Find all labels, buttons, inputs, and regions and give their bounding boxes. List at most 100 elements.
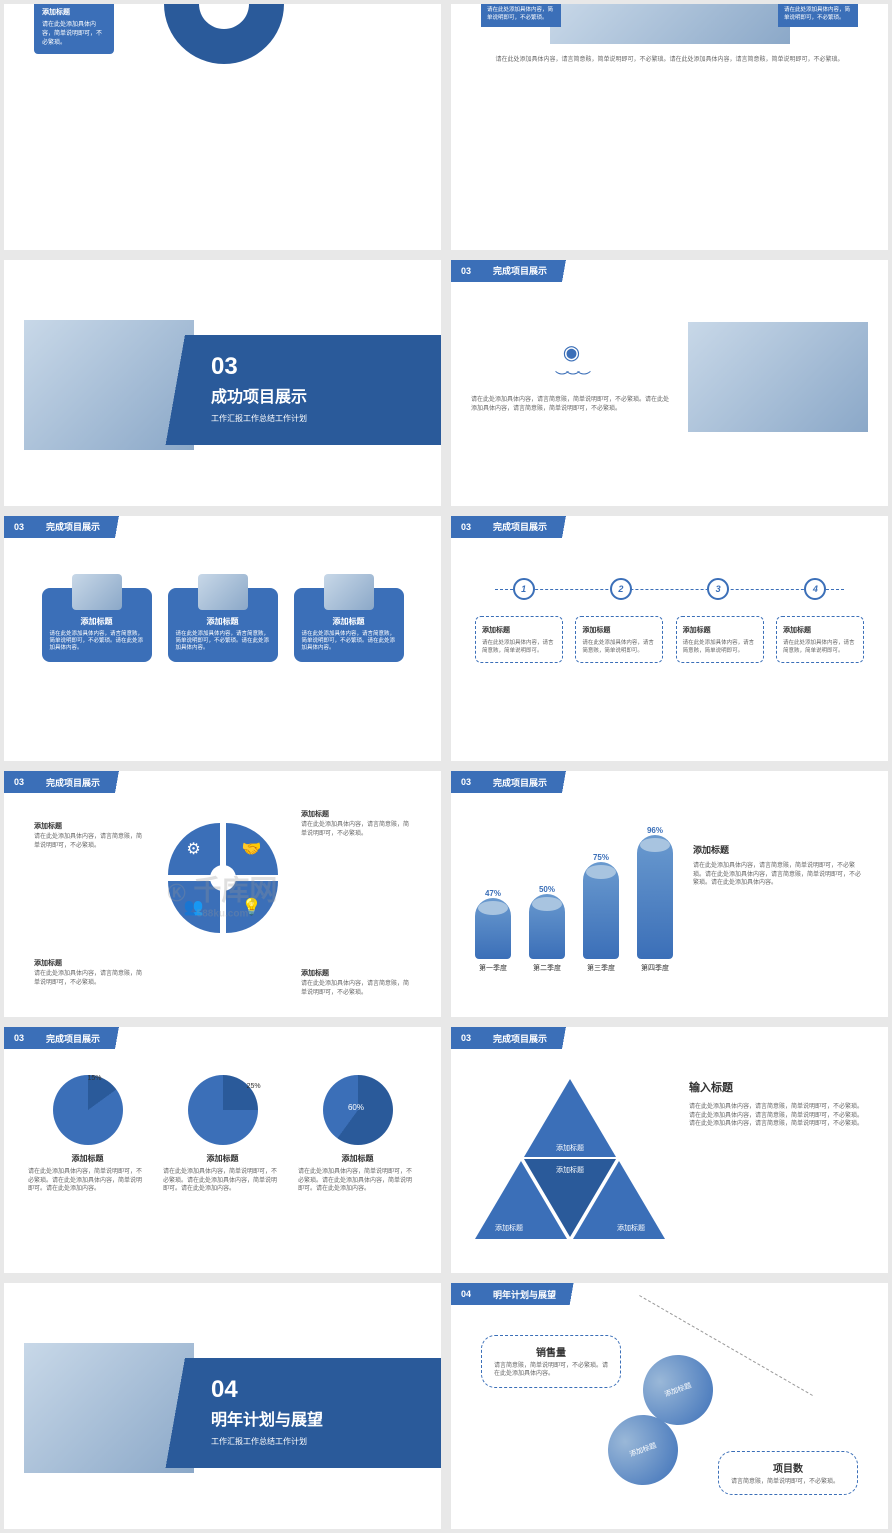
wheel-limb: 添加标题请在此处添加具体内容，请言简意赅，简单说明即可，不必繁琐。 <box>34 958 144 987</box>
step-title: 添加标题 <box>482 625 556 635</box>
pyramid-side-title: 输入标题 <box>689 1079 864 1095</box>
pie-chart <box>53 1075 123 1145</box>
limb-title: 添加标题 <box>301 968 411 978</box>
step-text: 请在此处添加具体内容，请言简意赅，简单说明即可。 <box>482 638 556 654</box>
header-num: 03 <box>4 516 34 538</box>
step-text: 请在此处添加具体内容，请言简意赅，简单说明即可。 <box>683 638 757 654</box>
slide-photo-footer: 请在此处添加具体内容，简单说明即可，不必繁琐。 请在此处添加具体内容，简单说明即… <box>451 4 888 250</box>
tri-label: 添加标题 <box>556 1143 584 1153</box>
pie-title: 添加标题 <box>163 1153 282 1164</box>
pie-col: 25% 添加标题 请在此处添加具体内容，简单说明即可，不必繁琐。请在此处添加具体… <box>163 1075 282 1193</box>
card-image <box>324 574 374 610</box>
bar-label: 96% <box>637 826 673 835</box>
bar <box>637 835 673 960</box>
wheel-segment: ⚙ <box>168 823 220 875</box>
card-text: 请在此处添加具体内容，请言简意赅，简单说明即可，不必繁琐。请在此处添加具体内容。 <box>50 631 144 652</box>
plan-box-text: 请言简意赅，简单说明即可，不必繁琐。请在此处添加具体内容。 <box>494 1362 608 1379</box>
wheel-segment: 💡 <box>226 881 278 933</box>
limb-text: 请在此处添加具体内容，请言简意赅，简单说明即可，不必繁琐。 <box>34 833 144 850</box>
bar-col: 96%第四季度 <box>637 826 673 974</box>
text-box: 添加标题 请在此处添加具体内容，简单说明即可，不必繁琐。 <box>34 4 114 54</box>
section-04-divider: 04 明年计划与展望 工作汇报工作总结工作计划 <box>4 1283 441 1529</box>
slide-header: 04明年计划与展望 <box>451 1283 888 1305</box>
card-title: 添加标题 <box>302 616 396 627</box>
header-num: 03 <box>451 771 481 793</box>
pyramid-side-text: 请在此处添加具体内容，请言简意赅，简单说明即可，不必繁琐。请在此处添加具体内容，… <box>689 1103 864 1128</box>
slide-bars: 03完成项目展示 47%第一季度 50%第二季度 75%第三季度 96%第四季度… <box>451 771 888 1017</box>
section-subtitle: 工作汇报工作总结工作计划 <box>211 413 421 424</box>
header-num: 03 <box>4 1027 34 1049</box>
step-text: 请在此处添加具体内容，请言简意赅，简单说明即可。 <box>582 638 656 654</box>
step-text: 请在此处添加具体内容，请言简意赅，简单说明即可。 <box>783 638 857 654</box>
bar <box>529 894 565 959</box>
limb-title: 添加标题 <box>34 821 144 831</box>
step-title: 添加标题 <box>582 625 656 635</box>
step-number: 3 <box>707 578 729 600</box>
step-line <box>495 589 844 590</box>
step-number: 4 <box>804 578 826 600</box>
limb-text: 请在此处添加具体内容，请言简意赅，简单说明即可，不必繁琐。 <box>301 821 411 838</box>
header-title: 完成项目展示 <box>481 771 577 793</box>
wifi-icon: ︶︶︶ <box>471 368 672 388</box>
right-text: 请在此处添加具体内容，简单说明即可，不必繁琐。 <box>778 4 858 27</box>
pie-label: 15% <box>88 1075 102 1082</box>
card-image <box>72 574 122 610</box>
limb-title: 添加标题 <box>301 809 411 819</box>
pyramid-diagram: 添加标题 添加标题 添加标题 添加标题 <box>475 1079 665 1239</box>
header-num: 03 <box>451 516 481 538</box>
bar-label: 47% <box>475 889 511 898</box>
plan-box-text: 请言简意赅，简单说明即可，不必繁琐。 <box>731 1478 845 1486</box>
tri-label: 添加标题 <box>495 1223 523 1233</box>
photo-placeholder <box>550 4 790 44</box>
slide-steps: 03完成项目展示 1 2 3 4 添加标题请在此处添加具体内容，请言简意赅，简单… <box>451 516 888 762</box>
bar-cat: 第二季度 <box>529 963 565 973</box>
plan-box: 项目数 请言简意赅，简单说明即可，不必繁琐。 <box>718 1451 858 1495</box>
card: 添加标题请在此处添加具体内容，请言简意赅，简单说明即可，不必繁琐。请在此处添加具… <box>168 588 278 662</box>
slide-header: 03完成项目展示 <box>451 516 888 538</box>
wheel-limb: 添加标题请在此处添加具体内容，请言简意赅，简单说明即可，不必繁琐。 <box>301 968 411 997</box>
slide-donut: 添加标题 请在此处添加具体内容，简单说明即可，不必繁琐。 75% <box>4 4 441 250</box>
step-box: 添加标题请在此处添加具体内容，请言简意赅，简单说明即可。 <box>776 616 864 663</box>
wheel-diagram: ⚙ 🤝 👥 💡 <box>168 823 278 933</box>
bar-cat: 第一季度 <box>475 963 511 973</box>
header-title: 完成项目展示 <box>34 516 130 538</box>
header-num: 03 <box>451 1027 481 1049</box>
wifi-text: 请在此处添加具体内容，请言简意赅，简单说明即可，不必繁琐。请在此处添加具体内容，… <box>471 396 672 413</box>
section-title: 明年计划与展望 <box>211 1406 421 1430</box>
pie-title: 添加标题 <box>28 1153 147 1164</box>
pie-text: 请在此处添加具体内容，简单说明即可，不必繁琐。请在此处添加具体内容，简单说明即可… <box>298 1168 417 1193</box>
wheel-segment: 🤝 <box>226 823 278 875</box>
box-title: 添加标题 <box>42 7 106 17</box>
wheel-segment: 👥 <box>168 881 220 933</box>
bar-label: 50% <box>529 885 565 894</box>
card-title: 添加标题 <box>176 616 270 627</box>
photo-placeholder <box>688 322 868 432</box>
donut-chart: 75% <box>164 4 284 64</box>
wheel-limb: 添加标题请在此处添加具体内容，请言简意赅，简单说明即可，不必繁琐。 <box>34 821 144 850</box>
tri-label: 添加标题 <box>617 1223 645 1233</box>
slide-header: 03完成项目展示 <box>4 1027 441 1049</box>
plan-box-title: 销售量 <box>494 1344 608 1359</box>
header-title: 完成项目展示 <box>34 771 130 793</box>
card-text: 请在此处添加具体内容，请言简意赅，简单说明即可，不必繁琐。请在此处添加具体内容。 <box>302 631 396 652</box>
box-text: 请在此处添加具体内容，简单说明即可，不必繁琐。 <box>42 19 106 46</box>
section-band: 04 明年计划与展望 工作汇报工作总结工作计划 <box>161 1358 441 1468</box>
header-num: 03 <box>451 260 481 282</box>
slide-header: 03完成项目展示 <box>4 771 441 793</box>
plan-box: 销售量 请言简意赅，简单说明即可，不必繁琐。请在此处添加具体内容。 <box>481 1335 621 1388</box>
wifi-icon: ◉ <box>471 340 672 365</box>
slide-plan: 04明年计划与展望 销售量 请言简意赅，简单说明即可，不必繁琐。请在此处添加具体… <box>451 1283 888 1529</box>
header-title: 完成项目展示 <box>481 260 577 282</box>
section-number: 03 <box>211 353 421 381</box>
step-box: 添加标题请在此处添加具体内容，请言简意赅，简单说明即可。 <box>475 616 563 663</box>
limb-text: 请在此处添加具体内容，请言简意赅，简单说明即可，不必繁琐。 <box>34 970 144 987</box>
bars-side-text: 请在此处添加具体内容，请言简意赅，简单说明即可，不必繁琐。请在此处添加具体内容，… <box>693 862 864 887</box>
left-text: 请在此处添加具体内容，简单说明即可，不必繁琐。 <box>481 4 561 27</box>
pie-text: 请在此处添加具体内容，简单说明即可，不必繁琐。请在此处添加具体内容，简单说明即可… <box>28 1168 147 1193</box>
slide-cards: 03完成项目展示 添加标题请在此处添加具体内容，请言简意赅，简单说明即可，不必繁… <box>4 516 441 762</box>
slide-header: 03完成项目展示 <box>451 1027 888 1049</box>
step-title: 添加标题 <box>683 625 757 635</box>
slide-wifi: 03完成项目展示 ◉ ︶︶︶ 请在此处添加具体内容，请言简意赅，简单说明即可，不… <box>451 260 888 506</box>
step-number: 2 <box>610 578 632 600</box>
pie-title: 添加标题 <box>298 1153 417 1164</box>
